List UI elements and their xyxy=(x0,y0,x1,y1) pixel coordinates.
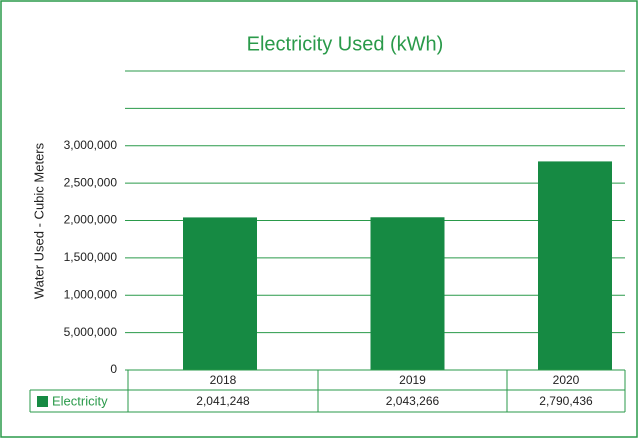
chart-title: Electricity Used (kWh) xyxy=(247,33,444,55)
data-label: 2,041,248 xyxy=(196,394,250,408)
y-tick-label: 5,000,000 xyxy=(64,325,118,339)
bar xyxy=(370,217,445,370)
data-label: 2,043,266 xyxy=(386,394,440,408)
y-axis-label: Water Used - Cubic Meters xyxy=(31,142,46,299)
y-tick-label: 0 xyxy=(110,362,117,376)
x-tick-label: 2018 xyxy=(210,373,237,387)
y-tick-label: 2,500,000 xyxy=(64,175,118,189)
legend-label: Electricity xyxy=(52,393,108,408)
y-tick-label: 2,000,000 xyxy=(64,213,118,227)
bar xyxy=(538,161,612,370)
data-label: 2,790,436 xyxy=(539,394,593,408)
x-tick-label: 2019 xyxy=(399,373,426,387)
x-tick-label: 2020 xyxy=(553,373,580,387)
y-tick-label: 3,000,000 xyxy=(64,138,118,152)
legend-swatch xyxy=(37,396,48,407)
y-tick-label: 1,000,000 xyxy=(64,287,118,301)
bar xyxy=(183,217,257,370)
y-tick-label: 1,500,000 xyxy=(64,250,118,264)
